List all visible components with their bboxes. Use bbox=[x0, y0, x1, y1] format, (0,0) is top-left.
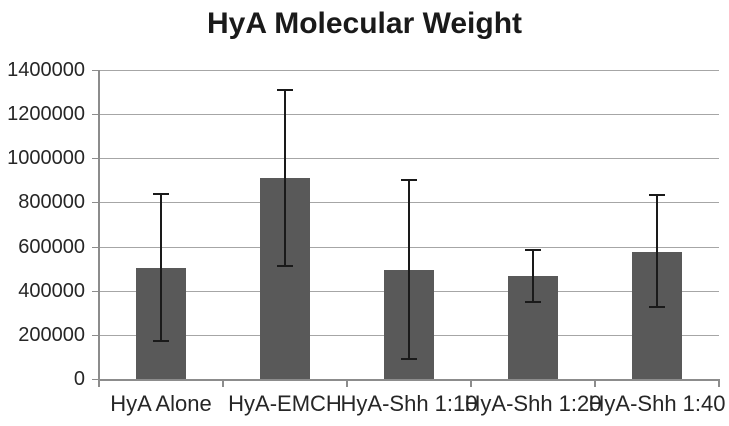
x-axis-tick bbox=[222, 379, 224, 387]
y-axis-tick bbox=[92, 158, 99, 159]
error-bar-line bbox=[408, 180, 410, 359]
x-axis-line bbox=[98, 379, 720, 381]
x-axis-tick bbox=[98, 379, 100, 387]
error-bar-cap-bottom bbox=[153, 340, 169, 342]
error-bar-cap-top bbox=[525, 249, 541, 251]
y-axis-tick bbox=[92, 335, 99, 336]
error-bar-cap-top bbox=[401, 179, 417, 181]
category-label: HyA-Shh 1:40 bbox=[588, 391, 726, 416]
y-axis-tick bbox=[92, 202, 99, 203]
y-tick-label: 600000 bbox=[18, 236, 85, 258]
error-bar-cap-top bbox=[277, 89, 293, 91]
error-bar-line bbox=[656, 195, 658, 308]
y-tick-label: 400000 bbox=[18, 280, 85, 302]
category-label: HyA Alone bbox=[110, 391, 212, 416]
error-bar-line bbox=[284, 90, 286, 267]
x-axis-tick bbox=[470, 379, 472, 387]
y-axis-tick bbox=[92, 379, 99, 380]
category-label: HyA-EMCH bbox=[228, 391, 342, 416]
error-bar-cap-bottom bbox=[525, 301, 541, 303]
gridline bbox=[99, 114, 719, 115]
x-axis-tick bbox=[346, 379, 348, 387]
y-axis-tick bbox=[92, 70, 99, 71]
y-tick-label: 0 bbox=[73, 368, 85, 390]
error-bar-line bbox=[160, 194, 162, 342]
x-axis-tick bbox=[594, 379, 596, 387]
category-label: HyA-Shh 1:20 bbox=[464, 391, 602, 416]
category-label: HyA-Shh 1:10 bbox=[340, 391, 478, 416]
y-tick-label: 1400000 bbox=[7, 59, 85, 81]
y-tick-label: 200000 bbox=[18, 324, 85, 346]
y-axis-tick bbox=[92, 247, 99, 248]
y-axis-tick bbox=[92, 291, 99, 292]
y-axis-tick bbox=[92, 114, 99, 115]
error-bar-cap-top bbox=[649, 194, 665, 196]
y-tick-label: 1000000 bbox=[7, 147, 85, 169]
chart-title: HyA Molecular Weight bbox=[206, 7, 523, 40]
gridline bbox=[99, 158, 719, 159]
y-axis-line bbox=[98, 70, 100, 379]
error-bar-cap-bottom bbox=[649, 306, 665, 308]
error-bar-cap-top bbox=[153, 193, 169, 195]
error-bar-cap-bottom bbox=[277, 265, 293, 267]
error-bar-cap-bottom bbox=[401, 358, 417, 360]
y-tick-label: 800000 bbox=[18, 191, 85, 213]
y-tick-label: 1200000 bbox=[7, 103, 85, 125]
error-bar-line bbox=[532, 250, 534, 302]
x-axis-tick bbox=[718, 379, 720, 387]
gridline bbox=[99, 70, 719, 71]
